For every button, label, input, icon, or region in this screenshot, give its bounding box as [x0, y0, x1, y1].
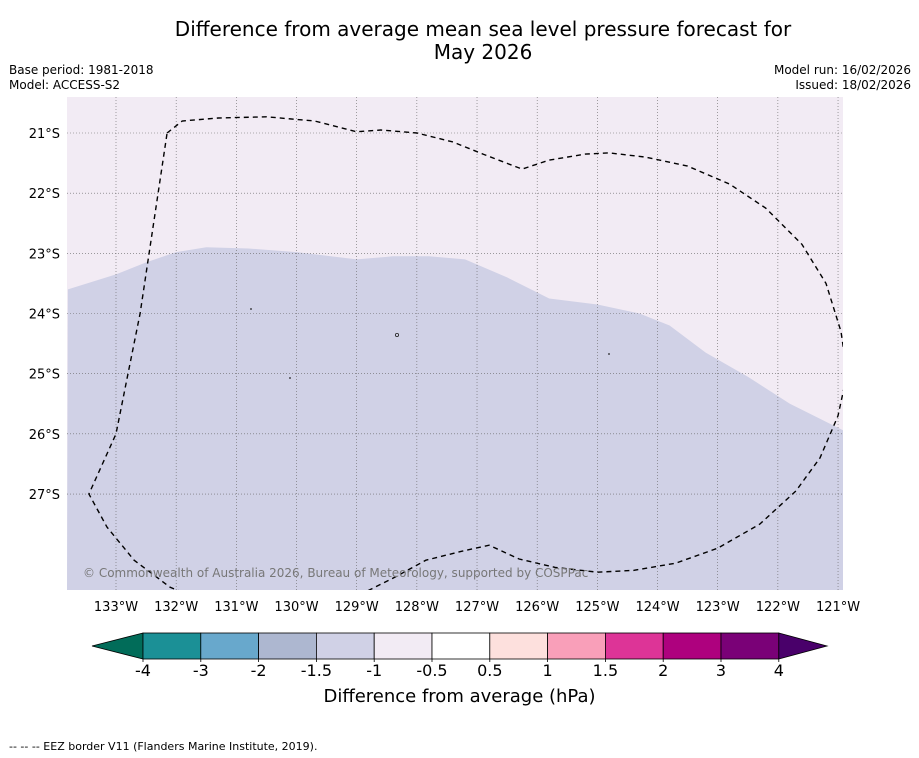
lat-tick-label: 21°S [29, 127, 60, 142]
lat-tick-label: 27°S [29, 488, 60, 503]
lon-tick-label: 132°W [154, 600, 198, 615]
copyright-text: © Commonwealth of Australia 2026, Bureau… [83, 566, 588, 580]
colorbar-segment [258, 632, 317, 660]
issued-text: Issued: 18/02/2026 [795, 78, 911, 92]
meta-right: Model run: 16/02/2026 Issued: 18/02/2026 [774, 63, 911, 93]
colorbar-segment [200, 632, 260, 660]
pressure-field-south [67, 247, 843, 590]
colorbar-tick-label: -4 [135, 661, 151, 680]
colorbar-segment [142, 632, 202, 660]
colorbar: -4 -3 -2 -1.5 -1 -0.5 0.5 1 1.5 2 3 4 [91, 632, 829, 680]
colorbar-segment [373, 632, 433, 660]
lon-tick-label: 122°W [756, 600, 800, 615]
title-line-1: Difference from average mean sea level p… [174, 17, 792, 41]
colorbar-segment [720, 632, 780, 660]
colorbar-tick-label: -1 [366, 661, 382, 680]
longitude-labels: 133°W 132°W 131°W 130°W 129°W 128°W 127°W 126°W… [94, 600, 860, 615]
colorbar-tick-label: 0.5 [477, 661, 502, 680]
island-marker [250, 308, 252, 310]
colorbar-segment [605, 632, 664, 660]
island-marker [608, 353, 610, 355]
lon-tick-label: 127°W [455, 600, 499, 615]
colorbar-tick-label: -2 [251, 661, 267, 680]
lon-tick-label: 130°W [274, 600, 318, 615]
colorbar-tick-label: 1 [543, 661, 553, 680]
lat-tick-label: 26°S [29, 428, 60, 443]
colorbar-label: Difference from average (hPa) [323, 686, 596, 707]
footer-note: -- -- -- EEZ border V11 (Flanders Marine… [9, 740, 318, 753]
lon-tick-label: 129°W [335, 600, 379, 615]
island-marker [289, 377, 291, 379]
colorbar-tick-label: -1.5 [301, 661, 332, 680]
colorbar-extend-high [778, 632, 829, 660]
lon-tick-label: 123°W [696, 600, 740, 615]
colorbar-segment [547, 632, 606, 660]
colorbar-segment [431, 632, 491, 660]
lon-tick-label: 131°W [214, 600, 258, 615]
title-line-2: May 2026 [433, 40, 533, 64]
colorbar-tick-label: 3 [716, 661, 726, 680]
colorbar-extend-low [91, 632, 144, 660]
model-text: Model: ACCESS-S2 [9, 78, 121, 92]
colorbar-segment [489, 632, 548, 660]
lat-tick-label: 23°S [29, 247, 60, 262]
model-run-text: Model run: 16/02/2026 [773, 63, 911, 77]
graticule [67, 97, 843, 590]
lat-tick-label: 24°S [29, 308, 60, 323]
island-marker [394, 332, 399, 337]
lat-tick-label: 25°S [29, 368, 60, 383]
meta-left: Base period: 1981-2018 Model: ACCESS-S2 [9, 63, 154, 93]
lon-tick-label: 125°W [575, 600, 619, 615]
lon-tick-label: 121°W [816, 600, 860, 615]
colorbar-segment [315, 632, 375, 660]
colorbar-tick-label: 4 [774, 661, 784, 680]
colorbar-segment [662, 632, 722, 660]
eez-border [88, 116, 843, 590]
colorbar-tick-label: -0.5 [416, 661, 447, 680]
base-period-text: Base period: 1981-2018 [9, 63, 154, 77]
lon-tick-label: 133°W [94, 600, 138, 615]
colorbar-tick-label: 2 [658, 661, 668, 680]
lon-tick-label: 126°W [515, 600, 559, 615]
latitude-labels: 21°S 22°S 23°S 24°S 25°S 26°S 27°S [29, 127, 60, 503]
colorbar-tick-label: -3 [193, 661, 209, 680]
lat-tick-label: 22°S [29, 187, 60, 202]
lon-tick-label: 124°W [635, 600, 679, 615]
map-title: Difference from average mean sea level p… [0, 18, 919, 64]
colorbar-tick-label: 1.5 [593, 661, 618, 680]
lon-tick-label: 128°W [395, 600, 439, 615]
map-figure: © Commonwealth of Australia 2026, Bureau… [29, 97, 860, 680]
